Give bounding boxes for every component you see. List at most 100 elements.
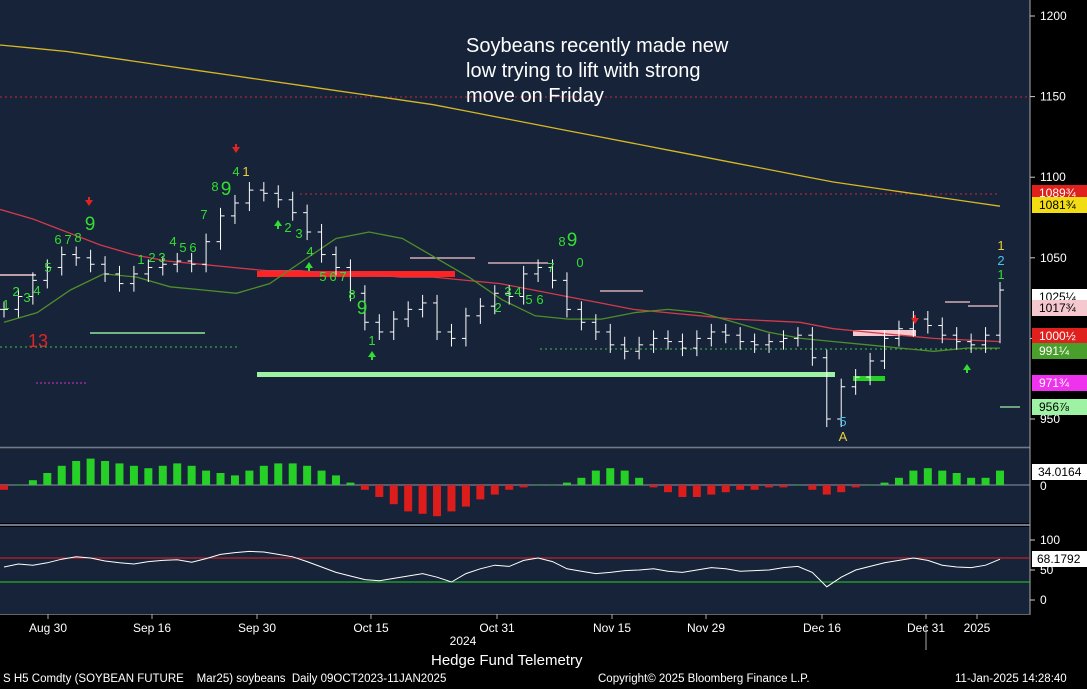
price-bar <box>808 327 817 366</box>
histogram-bar <box>952 473 961 485</box>
histogram-bar <box>996 470 1004 485</box>
histogram-bar <box>505 485 514 490</box>
histogram-bar <box>274 463 283 485</box>
sequential-count-label: 3 <box>295 226 302 241</box>
sequential-count-label: 7 <box>547 260 554 275</box>
sequential-count-label: 4 <box>306 244 313 259</box>
sequential-count-label: 4 <box>33 283 40 298</box>
sequential-count-label: 7 <box>64 232 71 247</box>
buy-arrow-icon <box>368 351 376 357</box>
value-label-box <box>1032 197 1087 213</box>
price-bar <box>894 320 903 347</box>
sell-arrow-icon <box>232 147 240 153</box>
value-label-box <box>1032 551 1087 567</box>
y-tick-label: 1100 <box>1040 170 1066 184</box>
price-bar <box>245 182 254 212</box>
price-bar <box>28 272 37 305</box>
histogram-bar <box>216 473 225 485</box>
histogram-bar <box>938 470 947 485</box>
timestamp: 11-Jan-2025 14:28:40 <box>955 673 1067 685</box>
histogram-bar <box>664 485 672 493</box>
sequential-count-label: 4 <box>169 234 176 249</box>
price-bar <box>837 378 846 428</box>
histogram-bar <box>736 485 745 490</box>
price-bar <box>519 265 528 305</box>
sequential-count-label: 3 <box>504 284 511 299</box>
sequential-count-label: 6 <box>329 269 336 284</box>
price-bar <box>606 323 615 353</box>
histogram-bar <box>880 482 889 485</box>
histogram-bar <box>303 465 312 485</box>
histogram-bar <box>822 485 831 495</box>
value-label: 1017¾ <box>1039 301 1077 315</box>
histogram-bar <box>360 485 369 490</box>
price-bar <box>692 330 701 357</box>
histogram-bar <box>0 485 8 490</box>
sequential-count-label: 5 <box>44 260 51 275</box>
sequential-count-label: 6 <box>536 292 543 307</box>
ma-short-line <box>3 231 1000 352</box>
sequential-count-label: 2 <box>494 300 501 315</box>
price-bar <box>866 352 875 386</box>
price-bar <box>721 323 730 344</box>
ma-mid-line <box>0 208 1001 343</box>
price-bar <box>115 265 124 292</box>
sequential-count-label: 2 <box>148 250 155 265</box>
source-title: Hedge Fund Telemetry <box>431 652 583 669</box>
histogram-bar <box>721 485 730 493</box>
price-bar <box>505 285 514 305</box>
price-bar <box>649 330 658 353</box>
sequential-count-label: 3 <box>23 290 30 305</box>
annotation-text: Soybeans recently made new low trying to… <box>466 34 728 109</box>
y-tick-label: 1200 <box>1040 9 1067 23</box>
price-bar <box>923 310 932 334</box>
price-bar <box>274 185 283 208</box>
histogram-bar <box>534 485 543 486</box>
price-bar <box>534 259 543 282</box>
sell-arrow-icon <box>911 318 919 324</box>
price-bar <box>346 259 355 302</box>
value-label: 1081¾ <box>1039 198 1077 212</box>
sequential-count-label: 5 <box>839 414 846 429</box>
price-bar <box>0 301 8 318</box>
price-bar <box>332 246 340 276</box>
price-bar <box>14 288 23 318</box>
buy-arrow-icon <box>963 364 971 370</box>
sequential-count-label: 1 <box>368 333 375 348</box>
x-tick-label: Sep 30 <box>238 621 276 635</box>
price-bar <box>635 336 644 360</box>
price-bar <box>620 336 629 360</box>
histogram-bar <box>230 475 239 485</box>
annotation-line: Soybeans recently made new <box>466 35 729 57</box>
support-band <box>853 376 885 381</box>
ticker-info: S H5 Comdty (SOYBEAN FUTURE Mar25) soybe… <box>3 673 447 685</box>
sequential-count-label: 1 <box>2 297 9 312</box>
histogram-bar <box>866 485 875 486</box>
price-bar <box>360 285 369 331</box>
price-bar <box>288 191 297 221</box>
histogram-bar <box>173 463 182 485</box>
value-label: 956⅞ <box>1039 400 1070 414</box>
price-bar <box>202 233 211 273</box>
x-tick-label: 2025 <box>964 621 991 635</box>
price-bar <box>664 330 672 350</box>
copyright: Copyright© 2025 Bloomberg Finance L.P. <box>598 673 810 685</box>
histogram-bar <box>894 477 903 485</box>
support-band <box>257 372 835 377</box>
price-bar <box>707 323 716 347</box>
sequential-count-label: 1 <box>137 252 144 267</box>
sequential-count-label: 1 <box>242 164 249 179</box>
sequential-count-label: 1 <box>997 267 1004 282</box>
histogram-bar <box>577 477 586 485</box>
histogram-bar <box>649 485 658 488</box>
histogram-bar <box>923 468 932 485</box>
histogram-bar <box>57 465 66 485</box>
histogram-bar <box>851 485 860 488</box>
histogram-bar <box>707 485 716 495</box>
price-bar <box>938 317 947 344</box>
histogram-bar <box>375 485 384 497</box>
histogram-bar <box>144 468 153 485</box>
sequential-count-label: 9 <box>567 230 578 251</box>
histogram-bar <box>548 485 557 486</box>
sequential-count-label: 8 <box>74 230 81 245</box>
